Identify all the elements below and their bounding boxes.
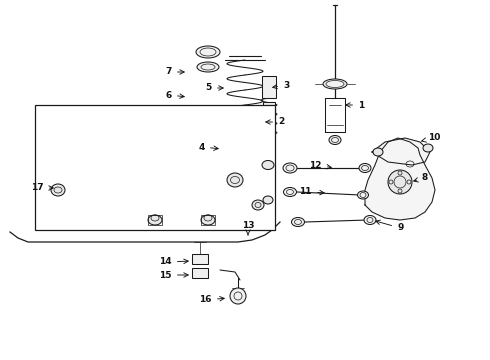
Ellipse shape (329, 135, 341, 144)
Bar (35, 105, 275, 230)
Text: 17: 17 (31, 184, 53, 193)
Ellipse shape (364, 216, 376, 225)
Text: 3: 3 (273, 81, 289, 90)
Text: 11: 11 (299, 188, 324, 197)
Text: 1: 1 (346, 100, 364, 109)
Ellipse shape (283, 163, 297, 173)
Bar (262, 76, 276, 98)
Circle shape (388, 170, 412, 194)
Ellipse shape (252, 200, 264, 210)
Ellipse shape (263, 196, 273, 204)
Ellipse shape (262, 161, 274, 170)
Ellipse shape (201, 215, 215, 225)
Text: 4: 4 (198, 143, 218, 152)
Bar (263, 102, 275, 120)
Text: 8: 8 (414, 174, 428, 183)
Ellipse shape (227, 173, 243, 187)
Ellipse shape (51, 184, 65, 196)
Ellipse shape (323, 79, 347, 89)
Ellipse shape (358, 191, 368, 199)
Bar (148, 215, 162, 225)
Bar (192, 268, 208, 278)
Text: 12: 12 (310, 161, 331, 170)
Text: 2: 2 (266, 117, 284, 126)
Ellipse shape (292, 217, 304, 226)
Text: 10: 10 (422, 134, 441, 143)
Polygon shape (372, 138, 430, 165)
Ellipse shape (284, 188, 296, 197)
Ellipse shape (423, 144, 433, 152)
Ellipse shape (196, 46, 220, 58)
Ellipse shape (373, 148, 383, 156)
Bar (192, 254, 208, 264)
Ellipse shape (359, 163, 371, 172)
Circle shape (230, 288, 246, 304)
Polygon shape (365, 138, 435, 220)
Text: 7: 7 (166, 68, 184, 77)
Ellipse shape (148, 215, 162, 225)
Text: 6: 6 (166, 90, 184, 99)
Text: 13: 13 (242, 220, 254, 235)
Text: 9: 9 (376, 220, 403, 233)
Text: 14: 14 (159, 257, 188, 266)
Text: 5: 5 (206, 84, 223, 93)
Text: 16: 16 (199, 296, 224, 305)
Ellipse shape (197, 62, 219, 72)
Bar (201, 215, 215, 225)
Text: 15: 15 (160, 270, 188, 279)
